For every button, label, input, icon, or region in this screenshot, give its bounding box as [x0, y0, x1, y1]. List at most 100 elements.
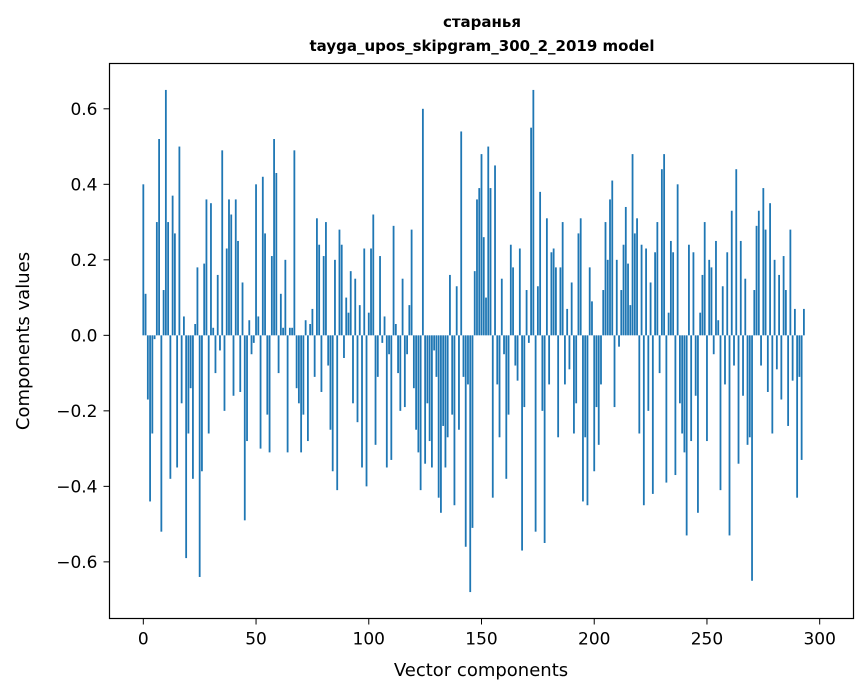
- bar-102: [372, 214, 375, 336]
- bar-40: [232, 335, 235, 396]
- bar-127: [428, 335, 431, 442]
- bar-223: [645, 248, 647, 336]
- bar-219: [636, 218, 638, 336]
- bar-269: [748, 335, 751, 438]
- bar-160: [503, 335, 505, 355]
- bar-110: [390, 335, 393, 460]
- bar-144: [467, 335, 469, 385]
- x-tick-label: 300: [803, 630, 835, 650]
- bar-36: [223, 335, 226, 411]
- bar-169: [523, 335, 526, 408]
- bar-245: [694, 335, 697, 396]
- x-tick-label: 150: [465, 630, 497, 650]
- bar-50: [255, 184, 257, 336]
- bar-186: [561, 222, 564, 336]
- bar-33: [216, 274, 219, 336]
- bar-31: [212, 327, 215, 336]
- x-tick-label: 250: [691, 630, 723, 650]
- bar-247: [699, 312, 702, 336]
- bar-25: [198, 335, 201, 577]
- bar-27: [203, 263, 206, 336]
- bar-6: [155, 222, 158, 336]
- bar-84: [331, 335, 334, 472]
- x-tick-label: 200: [578, 630, 610, 650]
- bar-98: [363, 248, 366, 336]
- bar-159: [500, 278, 503, 336]
- bar-203: [600, 335, 602, 385]
- bar-114: [399, 335, 402, 411]
- bar-215: [627, 263, 629, 336]
- bar-92: [349, 271, 352, 336]
- bar-161: [505, 335, 508, 479]
- bar-119: [410, 229, 413, 336]
- x-axis-label: Vector components: [394, 660, 568, 681]
- bar-69: [297, 335, 300, 404]
- bar-151: [482, 237, 485, 336]
- bar-83: [329, 335, 332, 430]
- bar-172: [530, 127, 532, 336]
- bar-258: [724, 335, 726, 385]
- bar-178: [543, 335, 546, 543]
- bar-263: [735, 169, 738, 336]
- bar-254: [715, 240, 717, 336]
- bar-101: [370, 248, 372, 336]
- bar-197: [586, 335, 589, 506]
- bar-228: [656, 222, 659, 336]
- bar-71: [302, 335, 305, 415]
- bar-286: [787, 335, 790, 426]
- bar-278: [769, 203, 771, 336]
- bar-47: [248, 320, 251, 336]
- bar-133: [442, 335, 445, 426]
- bar-264: [737, 335, 740, 464]
- bar-191: [573, 335, 575, 434]
- bar-250: [706, 335, 708, 442]
- bar-257: [721, 286, 724, 336]
- bar-291: [798, 335, 801, 377]
- bar-17: [180, 335, 183, 404]
- bar-15: [176, 335, 179, 468]
- bar-227: [654, 252, 656, 336]
- bar-185: [559, 267, 562, 336]
- bars-layer: [142, 89, 805, 593]
- bar-131: [437, 335, 440, 498]
- bar-288: [791, 335, 794, 381]
- bar-174: [534, 335, 537, 532]
- bar-62: [282, 327, 284, 336]
- y-ticks: −0.6 −0.4 −0.2 0.0 0.2 0.4 0.6: [56, 100, 110, 573]
- bar-164: [512, 267, 514, 336]
- bar-226: [651, 335, 654, 494]
- y-tick-label: −0.2: [56, 402, 97, 422]
- bar-272: [755, 225, 758, 336]
- bar-138: [453, 335, 456, 506]
- bar-233: [667, 312, 670, 336]
- bar-57: [270, 256, 273, 336]
- bar-95: [356, 335, 359, 423]
- bar-265: [739, 240, 742, 336]
- bar-199: [591, 301, 593, 336]
- bar-120: [412, 335, 415, 389]
- bar-255: [717, 320, 720, 336]
- bar-147: [473, 271, 476, 336]
- bar-235: [672, 252, 675, 336]
- bar-293: [803, 308, 805, 336]
- bar-10: [164, 89, 167, 336]
- bar-63: [284, 259, 287, 336]
- bar-109: [388, 335, 390, 355]
- bar-75: [311, 308, 314, 336]
- y-tick-label: 0.4: [70, 175, 97, 195]
- bar-206: [606, 259, 609, 336]
- bar-29: [207, 335, 210, 434]
- bar-157: [496, 335, 499, 385]
- bar-208: [611, 180, 614, 336]
- bar-78: [318, 244, 321, 336]
- bar-229: [658, 335, 661, 374]
- bar-230: [660, 169, 663, 336]
- x-ticks: 0 50 100 150 200 250 300: [138, 618, 836, 650]
- bar-213: [622, 244, 625, 336]
- bar-54: [264, 233, 266, 336]
- bar-129: [433, 335, 436, 351]
- bar-166: [516, 335, 519, 381]
- bar-112: [394, 324, 397, 336]
- bar-37: [225, 248, 228, 336]
